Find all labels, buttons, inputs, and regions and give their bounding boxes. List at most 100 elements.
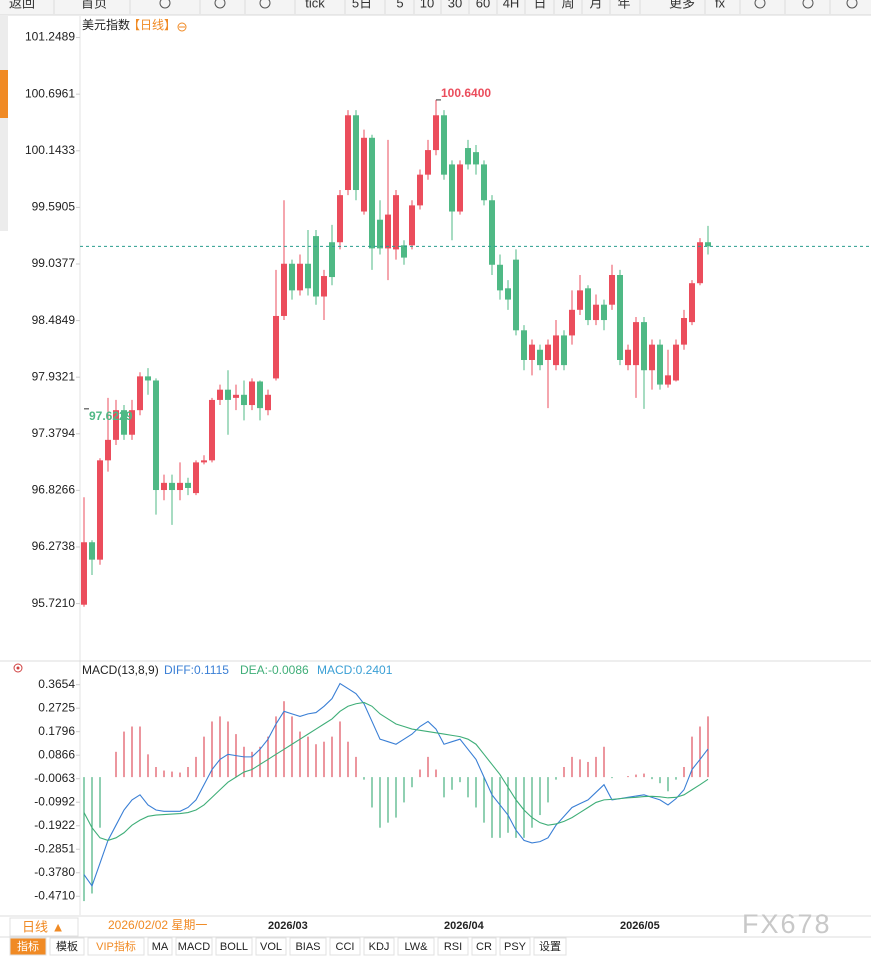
toolbar-button[interactable]: 首页 (81, 0, 107, 10)
toolbar-button[interactable]: 5日 (352, 0, 372, 10)
toolbar-button[interactable]: 10 (420, 0, 434, 10)
candle-body (673, 344, 679, 381)
x-tick-label: 2026/05 (620, 920, 660, 932)
max-label: 100.6400 (441, 86, 491, 100)
sidebar-active (0, 70, 8, 118)
y-tick-label: 0.0866 (38, 747, 75, 761)
toolbar-button[interactable]: 日 (533, 0, 546, 10)
y-tick-label: -0.1922 (34, 818, 75, 832)
toolbar-button[interactable]: fx (715, 0, 726, 10)
candle-body (473, 152, 479, 165)
y-tick-label: 99.5905 (32, 200, 76, 214)
toolbar-icon[interactable] (159, 0, 171, 9)
candle-body (249, 381, 255, 406)
toolbar-button[interactable]: 4H (503, 0, 520, 10)
candle-body (169, 482, 175, 491)
y-tick-label: 95.7210 (32, 596, 76, 610)
tab[interactable] (49, 937, 85, 956)
candle-body (649, 344, 655, 371)
candle-body (345, 115, 351, 191)
candle-body (121, 410, 127, 435)
tab[interactable] (9, 937, 47, 956)
tab-label[interactable]: VOL (260, 941, 282, 953)
toolbar-button[interactable]: 年 (617, 0, 630, 10)
macd-legend: DEA:-0.0086 (240, 663, 309, 677)
toolbar-icon[interactable] (754, 0, 766, 9)
tab[interactable] (499, 937, 531, 956)
tab[interactable] (533, 937, 567, 956)
toolbar-button[interactable]: 月 (589, 0, 602, 10)
candle-body (641, 322, 647, 371)
tab[interactable] (175, 937, 213, 956)
tab[interactable] (87, 937, 145, 956)
tab-label[interactable]: BOLL (220, 941, 248, 953)
candle-body (361, 137, 367, 212)
collapse-icon[interactable] (177, 22, 187, 32)
toolbar-icon[interactable] (214, 0, 226, 9)
y-tick-label: 101.2489 (25, 30, 75, 44)
tab-label[interactable]: CCI (336, 941, 355, 953)
toolbar-button[interactable]: 返回 (9, 0, 35, 10)
chart-title: 美元指数 (82, 17, 130, 32)
candle-body (81, 542, 87, 605)
candle-body (105, 439, 111, 461)
candle-body (625, 349, 631, 366)
tab-label[interactable]: MACD (178, 941, 210, 953)
tab[interactable] (329, 937, 361, 956)
candle-body (289, 263, 295, 291)
tab-label[interactable]: LW& (404, 941, 428, 953)
candle-body (689, 283, 695, 323)
tab[interactable] (397, 937, 435, 956)
candle-body (425, 150, 431, 175)
tab-label[interactable]: MA (152, 941, 169, 953)
tab-label[interactable]: 模板 (56, 939, 78, 953)
toolbar-icon[interactable] (846, 0, 858, 9)
period-selector[interactable]: 日线 ▲ (22, 919, 64, 934)
tab[interactable] (255, 937, 287, 956)
toolbar-button[interactable]: tick (305, 0, 325, 10)
candle-body (185, 482, 191, 488)
y-tick-label: 100.6961 (25, 86, 75, 100)
candle-body (705, 242, 711, 247)
toolbar-button[interactable]: 30 (448, 0, 462, 10)
candle-body (233, 394, 239, 398)
toolbar-button[interactable]: 周 (561, 0, 574, 10)
candle-body (113, 410, 119, 440)
tab-label[interactable]: 指标 (17, 939, 39, 953)
tab-label[interactable]: PSY (504, 941, 527, 953)
tab-label[interactable]: KDJ (369, 941, 390, 953)
y-tick-label: 98.4849 (32, 313, 76, 327)
candle-body (569, 309, 575, 336)
tab[interactable] (215, 937, 253, 956)
candle-body (593, 304, 599, 321)
y-tick-label: 97.9321 (32, 369, 76, 383)
tab-label[interactable]: CR (476, 941, 492, 953)
settings-icon[interactable] (13, 663, 23, 673)
candle-body (177, 482, 183, 491)
tab[interactable] (437, 937, 469, 956)
candle-body (561, 335, 567, 366)
tab[interactable] (289, 937, 327, 956)
candle-body (521, 330, 527, 360)
period-selector-box[interactable] (9, 917, 79, 937)
candle-body (193, 462, 199, 494)
toolbar-icon[interactable] (802, 0, 814, 9)
candle-body (513, 259, 519, 331)
toolbar-button[interactable]: 5 (396, 0, 403, 10)
candle-body (417, 174, 423, 206)
tab[interactable] (363, 937, 395, 956)
chart-period: 【日线】 (128, 18, 176, 32)
tab[interactable] (147, 937, 173, 956)
tab-label[interactable]: RSI (444, 941, 462, 953)
toolbar-button[interactable]: 60 (476, 0, 490, 10)
x-tick-label: 2026/03 (268, 920, 308, 932)
tab[interactable] (471, 937, 497, 956)
cursor-date: 2026/02/02 星期一 (108, 918, 207, 932)
toolbar-button[interactable]: 更多 (669, 0, 695, 10)
tab-label[interactable]: VIP指标 (96, 939, 136, 953)
toolbar-icon[interactable] (259, 0, 271, 9)
tab-label[interactable]: BIAS (295, 941, 320, 953)
y-tick-label: 0.3654 (38, 677, 75, 691)
tab-label[interactable]: 设置 (539, 940, 561, 953)
candle-body (241, 394, 247, 406)
